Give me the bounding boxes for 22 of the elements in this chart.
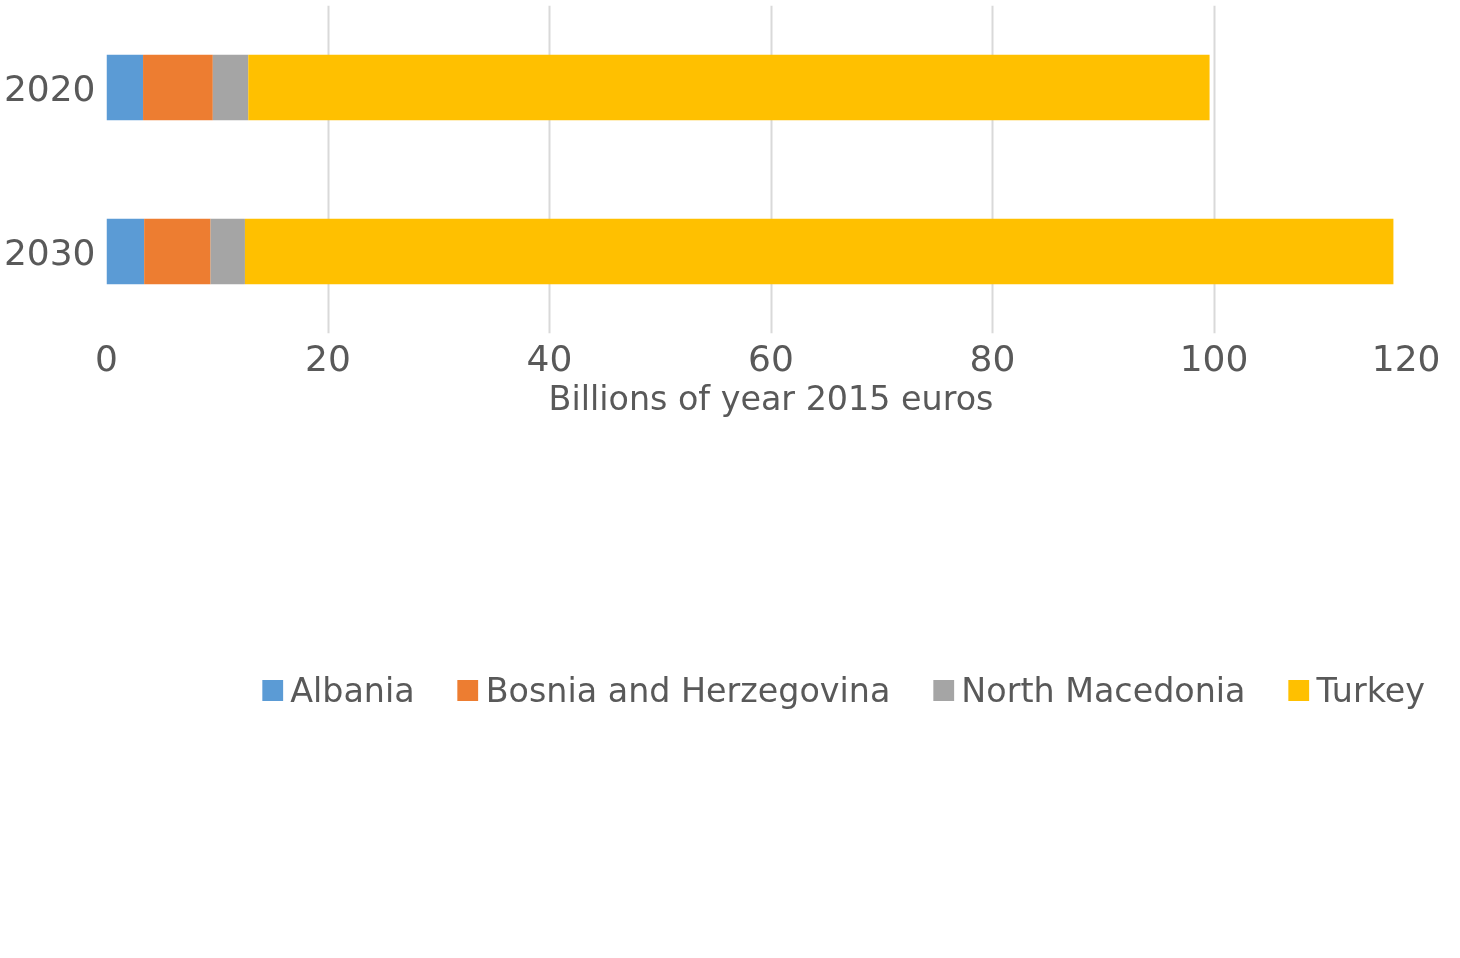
x-tick-label: 120 [1371,337,1441,379]
bar [212,54,249,121]
legend-label: Turkey [1316,670,1425,710]
x-tick-label: 60 [748,337,794,379]
bar [144,218,211,285]
x-tick-label: 40 [526,337,573,379]
legend-label: Albania [290,670,415,710]
y-tick-label: 2030 [3,231,96,273]
legend-label: Bosnia and Herzegovina [485,670,891,710]
x-tick-label: 100 [1179,337,1249,379]
bar [244,218,1394,285]
y-tick-label: 2020 [3,67,96,109]
bar [210,218,245,285]
x-axis-title: Billions of year 2015 euros [548,378,994,418]
bar [106,54,144,121]
bar [106,218,145,285]
x-tick-label: 80 [969,337,1016,379]
legend-label: North Macedonia [961,670,1246,710]
bar [248,54,1210,121]
x-tick-label: 0 [95,337,118,379]
bar [143,54,213,121]
x-tick-label: 20 [305,337,351,379]
